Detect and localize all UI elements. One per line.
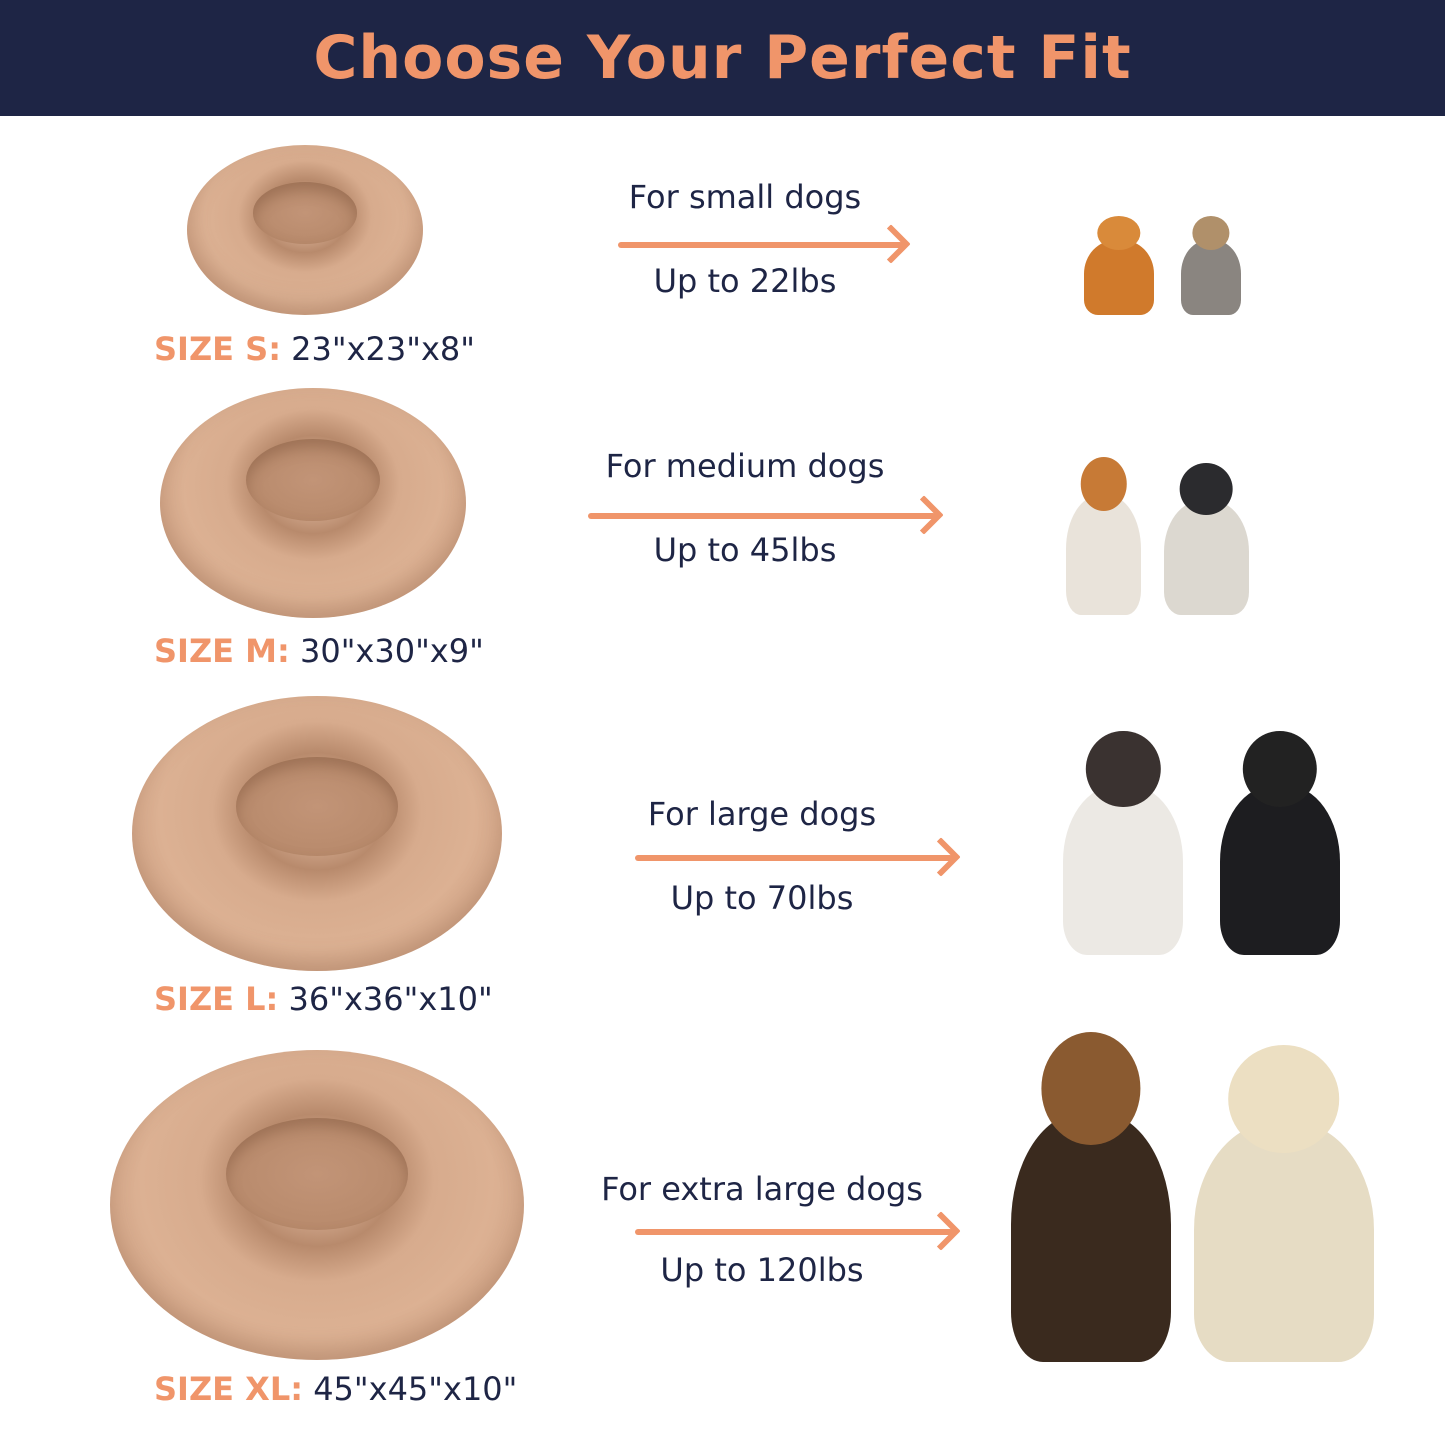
size-label-l: SIZE L: 36"x36"x10" — [154, 980, 493, 1018]
dogs-image-xl — [1000, 1010, 1385, 1362]
size-name: SIZE L: — [154, 980, 279, 1018]
size-name: SIZE XL: — [154, 1370, 304, 1408]
weight-limit: Up to 120lbs — [660, 1251, 864, 1289]
size-dims: 30"x30"x9" — [299, 632, 484, 670]
arrow-icon — [635, 855, 953, 861]
dog-australian-shepherd — [1063, 730, 1184, 955]
dog-type: For large dogs — [647, 795, 877, 833]
dog-golden-retriever — [1193, 1045, 1374, 1362]
dog-pomeranian — [1083, 216, 1154, 315]
arrow-icon — [618, 242, 903, 248]
bed-image-xl — [110, 1050, 524, 1360]
bed-image-s — [187, 145, 423, 315]
dogs-image-l — [1045, 712, 1358, 955]
weight-limit: Up to 45lbs — [653, 531, 837, 569]
dog-beagle — [1066, 456, 1142, 615]
size-dims: 23"x23"x8" — [291, 330, 475, 368]
dog-french-bulldog — [1163, 463, 1249, 615]
size-label-s: SIZE S: 23"x23"x8" — [154, 330, 475, 368]
weight-limit: Up to 70lbs — [670, 879, 854, 917]
size-name: SIZE S: — [154, 330, 281, 368]
dogs-image-m — [1055, 430, 1260, 615]
arrow-icon — [588, 513, 936, 519]
size-label-xl: SIZE XL: 45"x45"x10" — [154, 1370, 517, 1408]
size-label-m: SIZE M: 30"x30"x9" — [154, 632, 484, 670]
dog-german-shepherd — [1011, 1032, 1172, 1362]
header-banner: Choose Your Perfect Fit — [0, 0, 1445, 116]
page-title: Choose Your Perfect Fit — [313, 23, 1132, 93]
dog-type: For small dogs — [628, 178, 862, 216]
dog-border-collie — [1219, 730, 1340, 955]
size-dims: 45"x45"x10" — [313, 1370, 518, 1408]
weight-limit: Up to 22lbs — [653, 262, 837, 300]
bed-image-m — [160, 388, 466, 618]
dog-yorkie — [1181, 216, 1242, 315]
size-name: SIZE M: — [154, 632, 290, 670]
bed-image-l — [132, 696, 502, 971]
dog-type: For medium dogs — [605, 447, 885, 485]
size-dims: 36"x36"x10" — [288, 980, 493, 1018]
dogs-image-s — [1070, 190, 1255, 315]
arrow-icon — [635, 1229, 953, 1235]
dog-type: For extra large dogs — [601, 1170, 923, 1208]
